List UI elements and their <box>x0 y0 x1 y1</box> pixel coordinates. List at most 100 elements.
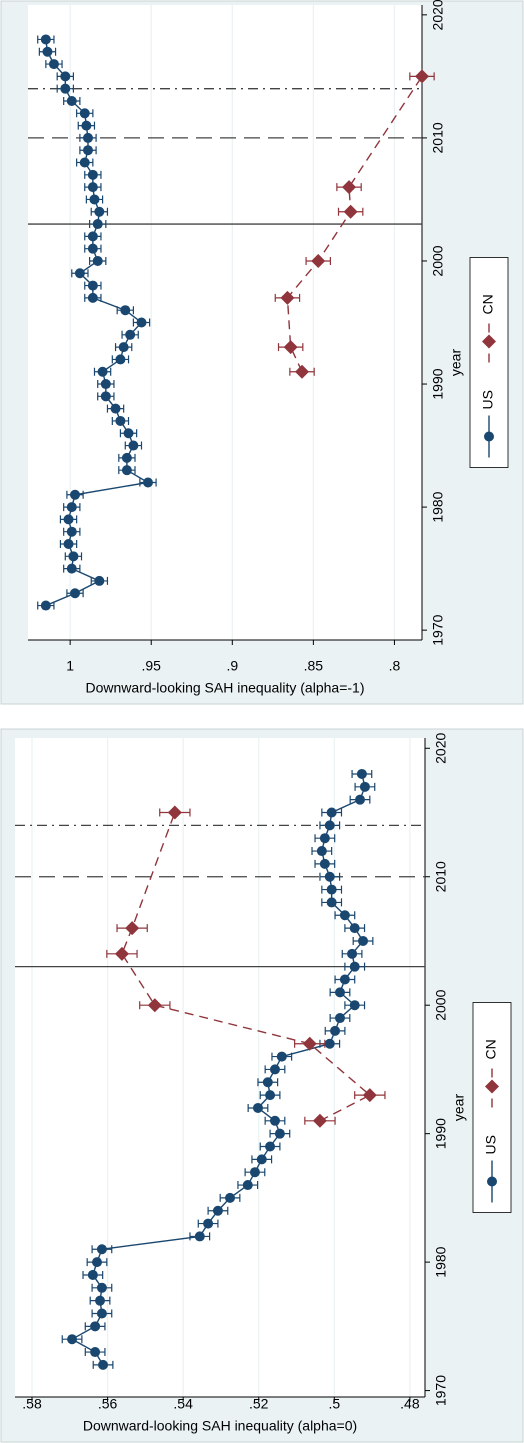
marker <box>302 1036 317 1051</box>
marker <box>90 1321 101 1332</box>
marker <box>92 1257 102 1268</box>
marker <box>256 1154 267 1165</box>
marker <box>66 502 77 513</box>
marker <box>225 1192 236 1203</box>
marker <box>100 379 111 390</box>
marker <box>87 169 98 180</box>
marker <box>81 120 92 131</box>
marker <box>60 71 71 82</box>
marker <box>312 1113 327 1128</box>
marker <box>63 514 74 525</box>
x-tick-label: 2010 <box>430 122 446 153</box>
marker <box>274 1128 285 1139</box>
marker <box>349 1000 360 1011</box>
marker <box>349 923 360 934</box>
marker <box>252 1102 263 1113</box>
marker <box>90 1347 101 1358</box>
marker <box>123 428 134 439</box>
marker <box>194 1231 205 1242</box>
marker <box>87 292 98 303</box>
marker <box>276 1051 287 1062</box>
marker <box>347 948 358 959</box>
marker <box>110 403 121 414</box>
marker <box>92 255 103 266</box>
marker <box>324 1038 335 1049</box>
marker <box>358 935 369 946</box>
marker <box>82 145 93 156</box>
marker <box>311 253 326 268</box>
marker <box>265 1090 276 1101</box>
marker <box>359 781 370 792</box>
legend-marker <box>484 431 494 442</box>
marker <box>262 1077 273 1088</box>
y-tick-label: 1 <box>66 658 74 674</box>
legend-label: US <box>483 1135 499 1154</box>
marker <box>356 768 367 779</box>
marker <box>40 34 51 45</box>
x-axis-title: year <box>448 349 464 377</box>
marker <box>342 180 357 195</box>
x-tick-label: 2020 <box>430 0 446 30</box>
x-tick-label: 1970 <box>430 614 446 645</box>
legend-marker <box>485 1079 499 1094</box>
y-tick-label: .56 <box>98 1396 118 1412</box>
marker <box>48 59 59 70</box>
marker <box>98 1359 109 1370</box>
y-axis-title: Downward-looking SAH inequality (alpha=0… <box>83 1418 357 1434</box>
y-tick-label: .8 <box>389 658 401 674</box>
marker <box>242 1180 253 1191</box>
legend-label: CN <box>480 294 496 314</box>
marker <box>97 366 108 377</box>
y-tick-label: .9 <box>226 658 238 674</box>
marker <box>339 974 350 985</box>
marker <box>324 871 335 882</box>
marker <box>280 290 295 305</box>
marker <box>415 69 429 84</box>
marker <box>269 1064 280 1075</box>
plot-area <box>15 738 425 1397</box>
marker <box>115 354 126 365</box>
marker <box>125 329 136 340</box>
y-tick-label: .58 <box>22 1396 42 1412</box>
marker <box>87 280 98 291</box>
marker <box>319 833 330 844</box>
marker <box>362 1088 377 1103</box>
legend-label: CN <box>483 1039 499 1059</box>
marker <box>79 108 90 119</box>
marker <box>70 489 81 500</box>
rotated-chart: 1970 1980 1990 2000 2010 2020 year US CN <box>28 0 509 646</box>
marker <box>40 600 51 611</box>
marker <box>115 415 126 426</box>
marker <box>87 231 98 242</box>
marker <box>295 364 310 379</box>
marker <box>269 1115 280 1126</box>
marker <box>96 1244 107 1255</box>
marker <box>203 1218 214 1229</box>
marker <box>66 563 77 574</box>
marker <box>68 551 79 562</box>
marker <box>121 452 132 463</box>
y-tick-label: .54 <box>173 1396 193 1412</box>
marker <box>96 1282 107 1293</box>
marker <box>319 858 330 869</box>
marker <box>167 805 182 820</box>
marker <box>118 342 129 353</box>
x-tick-label: 1990 <box>430 368 446 399</box>
x-tick-label: 1970 <box>433 1375 449 1406</box>
x-tick-label: 2000 <box>433 989 449 1020</box>
marker <box>355 794 366 805</box>
marker <box>125 921 140 936</box>
marker <box>74 268 85 279</box>
marker <box>70 588 81 599</box>
marker <box>142 477 153 488</box>
x-tick-label: 2020 <box>433 732 449 763</box>
marker <box>324 820 335 831</box>
marker <box>114 946 129 961</box>
y-tick-label: .95 <box>141 658 161 674</box>
marker <box>212 1205 223 1216</box>
marker <box>94 575 105 586</box>
marker <box>128 440 139 451</box>
marker <box>66 95 77 106</box>
